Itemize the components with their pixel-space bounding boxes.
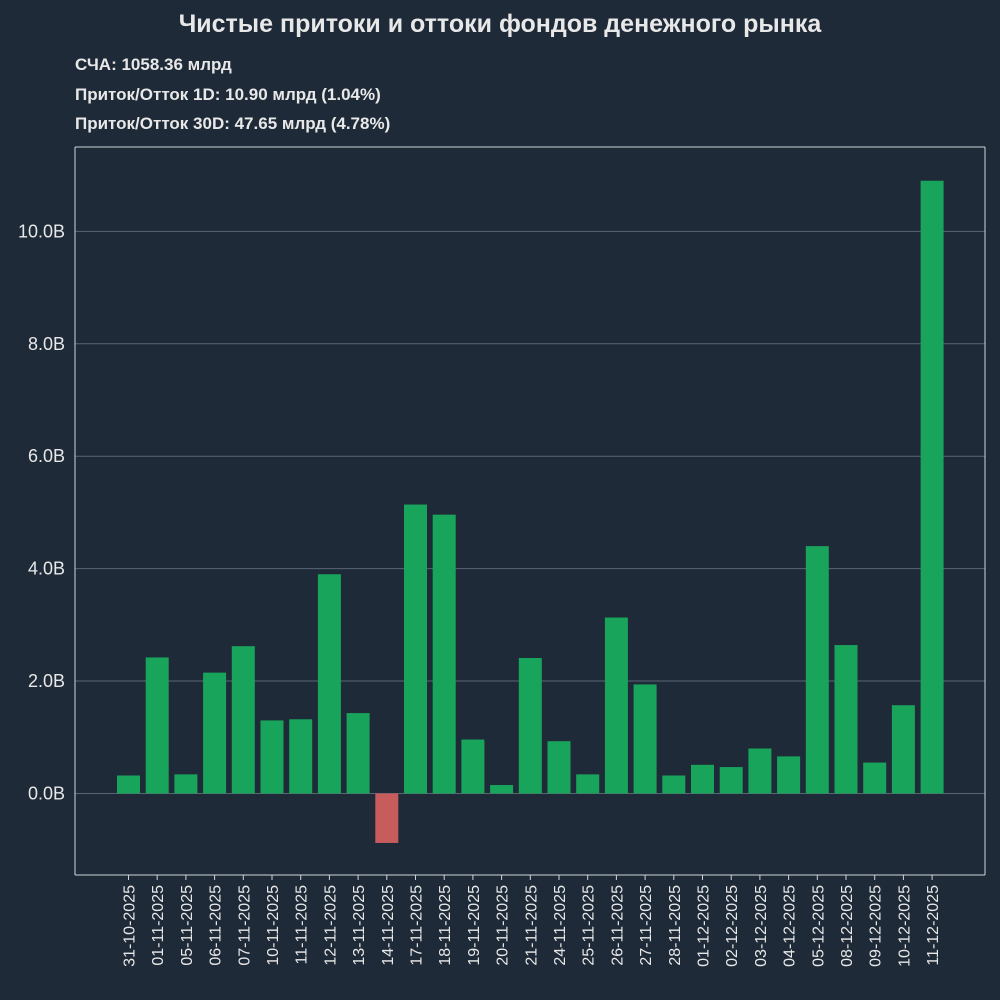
x-tick-label: 24-11-2025 [552,885,569,966]
bar-10-12-2025 [891,705,915,794]
x-tick-label: 28-11-2025 [667,885,684,966]
x-tick-label: 18-11-2025 [437,885,454,966]
x-tick-label: 05-12-2025 [810,885,827,967]
x-tick-label: 12-11-2025 [322,885,339,966]
bar-05-12-2025 [805,546,829,794]
bar-09-12-2025 [863,762,887,794]
bar-10-11-2025 [260,720,284,794]
x-tick-label: 08-12-2025 [839,885,856,967]
bar-04-12-2025 [777,756,801,794]
x-tick-label: 25-11-2025 [581,885,598,966]
bar-06-11-2025 [203,672,227,794]
nav-stat: СЧА: 1058.36 млрд [75,55,232,74]
bar-03-12-2025 [748,748,772,794]
y-tick-label: 4.0B [28,559,65,579]
x-tick-label: 21-11-2025 [523,885,540,966]
x-tick-label: 06-11-2025 [208,885,225,966]
x-tick-label: 03-12-2025 [753,885,770,967]
bar-27-11-2025 [633,684,657,794]
x-tick-label: 19-11-2025 [466,885,483,966]
x-tick-label: 07-11-2025 [236,885,253,966]
bar-05-11-2025 [174,774,198,794]
bar-28-11-2025 [662,775,686,794]
bar-08-12-2025 [834,645,858,794]
x-tick-label: 26-11-2025 [609,885,626,966]
x-tick-label: 01-11-2025 [150,885,167,966]
bar-31-10-2025 [117,775,140,794]
bar-07-11-2025 [231,646,255,794]
x-tick-label: 14-11-2025 [380,885,397,966]
y-tick-label: 6.0B [28,446,65,466]
x-tick-label: 20-11-2025 [495,885,512,966]
x-tick-label: 05-11-2025 [179,885,196,966]
x-tick-label: 02-12-2025 [724,885,741,967]
bar-18-11-2025 [432,514,456,794]
x-tick-labels: 31-10-2025 01-11-2025 05-11-2025 06-11-2025… [122,885,943,967]
flow-1d-stat: Приток/Отток 1D: 10.90 млрд (1.04%) [75,85,381,104]
bar-24-11-2025 [547,741,571,794]
flow-30d-stat: Приток/Отток 30D: 47.65 млрд (4.78%) [75,114,391,133]
bar-25-11-2025 [576,774,600,794]
bar-19-11-2025 [461,739,485,794]
x-tick-label: 11-12-2025 [925,885,942,966]
bar-20-11-2025 [490,785,514,794]
y-tick-label: 8.0B [28,334,65,354]
y-tick-label: 10.0B [18,221,65,241]
bar-11-11-2025 [289,719,313,794]
x-tick-label: 10-12-2025 [896,885,913,967]
x-tick-label: 31-10-2025 [122,885,139,967]
x-tick-label: 04-12-2025 [782,885,799,967]
bar-01-11-2025 [145,657,169,794]
chart-title: Чистые притоки и оттоки фондов денежного… [178,10,822,38]
x-tick-label: 11-11-2025 [294,885,311,965]
bar-13-11-2025 [346,713,370,794]
bar-21-11-2025 [518,658,542,794]
bar-01-12-2025 [691,764,714,794]
x-tick-label: 17-11-2025 [409,885,426,966]
y-tick-label: 0.0B [28,783,65,803]
bar-14-11-2025 [375,793,399,843]
x-tick-label: 13-11-2025 [351,885,368,966]
y-tick-labels: 0.0B 2.0B 4.0B 6.0B 8.0B 10.0B [18,221,65,803]
bar-17-11-2025 [404,504,427,794]
y-tick-label: 2.0B [28,671,65,691]
x-tick-label: 09-12-2025 [868,885,885,967]
axes [74,146,986,880]
x-tick-label: 01-12-2025 [696,885,713,967]
bars [117,180,944,843]
bar-12-11-2025 [317,574,341,794]
bar-26-11-2025 [604,617,628,794]
bar-02-12-2025 [719,767,743,794]
x-tick-label: 10-11-2025 [265,885,282,966]
bar-11-12-2025 [920,180,944,794]
x-tick-label: 27-11-2025 [638,885,655,966]
